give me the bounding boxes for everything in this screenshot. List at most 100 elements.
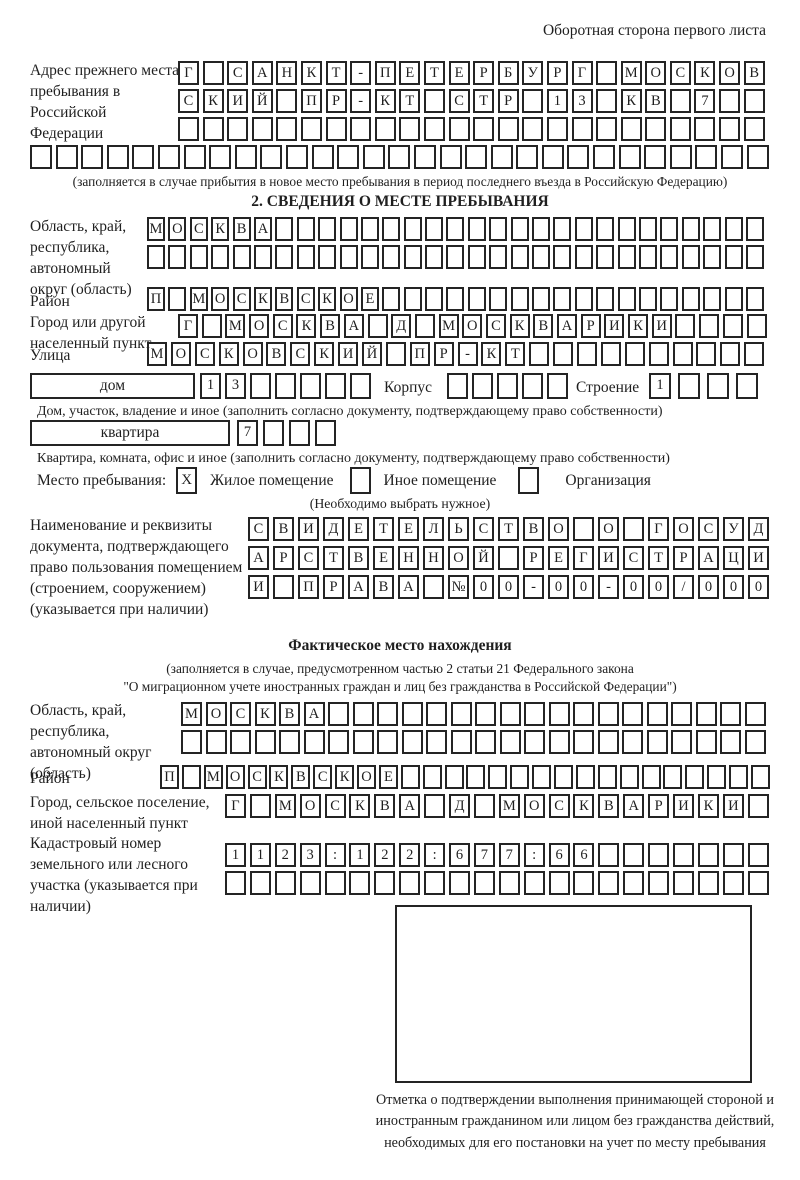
char-cell[interactable]: [673, 843, 695, 867]
char-cell[interactable]: [673, 871, 695, 895]
char-cell[interactable]: Т: [399, 89, 421, 113]
char-cell[interactable]: И: [598, 546, 619, 570]
char-cell[interactable]: [498, 546, 519, 570]
char-cell[interactable]: [337, 145, 360, 169]
char-cell[interactable]: [497, 117, 519, 141]
char-cell[interactable]: М: [189, 287, 208, 311]
char-cell[interactable]: Р: [648, 794, 670, 818]
char-cell[interactable]: [230, 730, 251, 754]
char-cell[interactable]: Б: [497, 61, 519, 85]
char-cell[interactable]: А: [248, 546, 269, 570]
char-cell[interactable]: [472, 373, 493, 399]
char-cell[interactable]: [439, 145, 462, 169]
char-cell[interactable]: [746, 145, 769, 169]
char-cell[interactable]: [328, 730, 349, 754]
char-cell[interactable]: С: [248, 517, 269, 541]
char-cell[interactable]: [669, 145, 692, 169]
char-cell[interactable]: С: [189, 217, 208, 241]
char-cell[interactable]: [510, 765, 530, 789]
char-cell[interactable]: А: [623, 794, 645, 818]
char-cell[interactable]: [736, 373, 758, 399]
char-cell[interactable]: Р: [273, 546, 294, 570]
char-cell[interactable]: Д: [323, 517, 344, 541]
char-cell[interactable]: С: [473, 517, 494, 541]
char-cell[interactable]: [695, 145, 718, 169]
char-cell[interactable]: [227, 117, 249, 141]
char-cell[interactable]: [300, 373, 321, 399]
char-cell[interactable]: Н: [398, 546, 419, 570]
char-cell[interactable]: [318, 217, 337, 241]
char-cell[interactable]: О: [548, 517, 569, 541]
char-cell[interactable]: В: [291, 765, 311, 789]
char-cell[interactable]: [382, 245, 401, 269]
char-cell[interactable]: М: [181, 702, 202, 726]
char-cell[interactable]: [596, 287, 615, 311]
char-cell[interactable]: [189, 245, 208, 269]
char-cell[interactable]: П: [300, 89, 322, 113]
char-cell[interactable]: [296, 217, 315, 241]
char-cell[interactable]: И: [748, 546, 769, 570]
char-cell[interactable]: [465, 145, 488, 169]
char-cell[interactable]: 7: [237, 420, 258, 446]
char-cell[interactable]: К: [318, 287, 337, 311]
char-cell[interactable]: [425, 287, 444, 311]
char-cell[interactable]: О: [448, 546, 469, 570]
char-cell[interactable]: В: [374, 794, 396, 818]
char-cell[interactable]: [745, 217, 764, 241]
char-cell[interactable]: [423, 575, 444, 599]
char-cell[interactable]: [546, 117, 568, 141]
char-cell[interactable]: Е: [448, 61, 470, 85]
char-cell[interactable]: [374, 117, 396, 141]
char-cell[interactable]: [721, 145, 744, 169]
char-cell[interactable]: Е: [398, 517, 419, 541]
char-cell[interactable]: [234, 145, 257, 169]
char-cell[interactable]: -: [457, 342, 478, 366]
char-cell[interactable]: Е: [399, 61, 421, 85]
char-cell[interactable]: К: [202, 89, 224, 113]
char-cell[interactable]: В: [273, 517, 294, 541]
char-cell[interactable]: [522, 373, 543, 399]
char-cell[interactable]: А: [343, 314, 364, 338]
cadastre-row-2[interactable]: [225, 871, 769, 895]
char-cell[interactable]: [489, 217, 508, 241]
char-cell[interactable]: [296, 245, 315, 269]
char-cell[interactable]: [598, 843, 620, 867]
char-cell[interactable]: 0: [573, 575, 594, 599]
char-cell[interactable]: [211, 245, 230, 269]
char-cell[interactable]: О: [170, 342, 191, 366]
char-cell[interactable]: [722, 871, 744, 895]
char-cell[interactable]: [475, 730, 496, 754]
char-cell[interactable]: [147, 245, 165, 269]
char-cell[interactable]: [349, 871, 371, 895]
char-cell[interactable]: С: [298, 546, 319, 570]
char-cell[interactable]: [553, 217, 572, 241]
char-cell[interactable]: [350, 373, 371, 399]
char-cell[interactable]: К: [300, 61, 322, 85]
char-cell[interactable]: [648, 342, 669, 366]
char-cell[interactable]: [473, 117, 495, 141]
char-cell[interactable]: [249, 871, 271, 895]
char-cell[interactable]: С: [548, 794, 570, 818]
char-cell[interactable]: [547, 373, 568, 399]
char-cell[interactable]: [646, 730, 668, 754]
char-cell[interactable]: 1: [249, 843, 271, 867]
char-cell[interactable]: К: [269, 765, 289, 789]
char-cell[interactable]: С: [448, 89, 470, 113]
char-cell[interactable]: 2: [274, 843, 296, 867]
char-cell[interactable]: К: [628, 314, 649, 338]
char-cell[interactable]: [399, 117, 421, 141]
char-cell[interactable]: Р: [580, 314, 601, 338]
char-cell[interactable]: 0: [698, 575, 719, 599]
char-cell[interactable]: Е: [348, 517, 369, 541]
char-cell[interactable]: [744, 730, 766, 754]
char-cell[interactable]: [382, 287, 401, 311]
char-cell[interactable]: А: [253, 217, 272, 241]
char-cell[interactable]: [250, 373, 271, 399]
char-cell[interactable]: 1: [546, 89, 568, 113]
char-cell[interactable]: [573, 871, 595, 895]
char-cell[interactable]: К: [296, 314, 317, 338]
char-cell[interactable]: В: [275, 287, 294, 311]
